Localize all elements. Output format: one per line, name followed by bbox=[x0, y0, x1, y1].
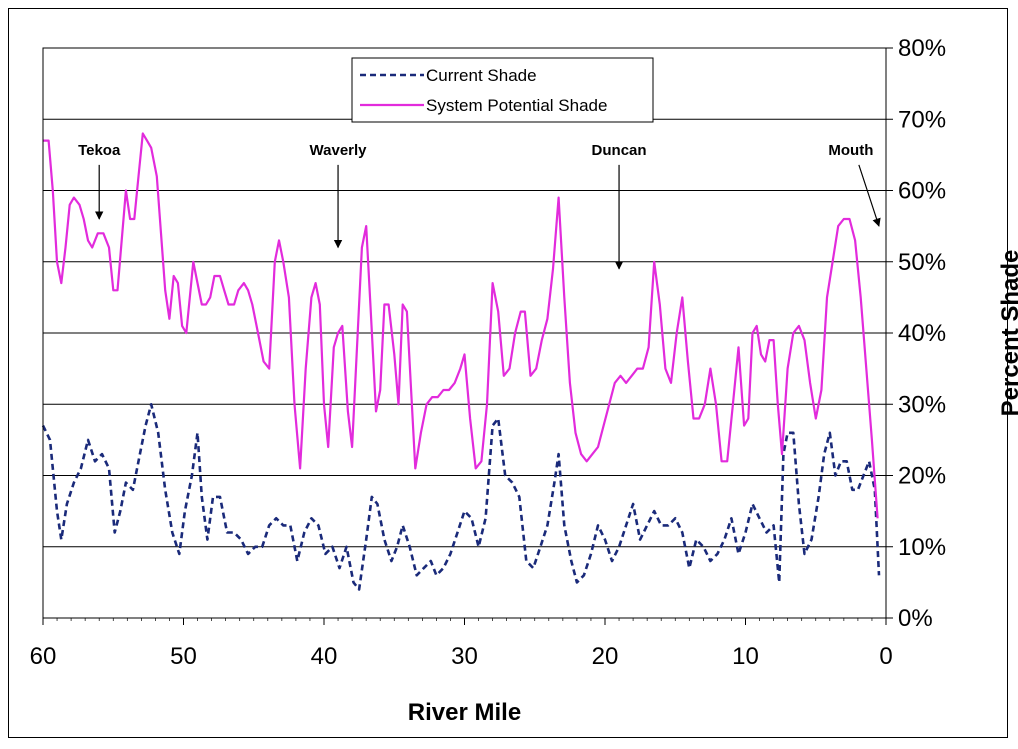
x-tick-label: 30 bbox=[451, 643, 478, 670]
x-tick-label: 20 bbox=[592, 643, 619, 670]
y-tick-label: 60% bbox=[898, 178, 946, 205]
y-tick-label: 10% bbox=[898, 534, 946, 561]
y-axis-title: Percent Shade bbox=[997, 250, 1018, 417]
x-tick-label: 40 bbox=[311, 643, 338, 670]
annotation-label: Mouth bbox=[828, 142, 873, 159]
annotation-label: Duncan bbox=[592, 142, 647, 159]
legend-label: Current Shade bbox=[426, 66, 537, 85]
annotations: Tekoa Waverly Duncan Mouth bbox=[78, 142, 881, 270]
gridlines bbox=[43, 118, 886, 548]
y-tick-label: 30% bbox=[898, 391, 946, 418]
y-tick-label: 80% bbox=[898, 35, 946, 62]
y-tick-label: 50% bbox=[898, 249, 946, 276]
legend-label: System Potential Shade bbox=[426, 96, 607, 115]
axes: 0% 10% 20% 30% 40% 50% 60% 70% 80% 60 50 40 30 20 10 0 bbox=[30, 35, 946, 670]
legend: Current Shade System Potential Shade bbox=[351, 57, 654, 123]
annotation-label: Waverly bbox=[310, 142, 368, 159]
chart-area bbox=[8, 8, 1008, 738]
series-layer bbox=[41, 132, 881, 591]
legend-box bbox=[351, 57, 654, 123]
annotation-label: Tekoa bbox=[78, 142, 121, 159]
series-line-system-potential-shade bbox=[43, 132, 879, 519]
x-tick-label: 60 bbox=[30, 643, 57, 670]
x-tick-label: 10 bbox=[732, 643, 759, 670]
x-tick-label: 50 bbox=[170, 643, 197, 670]
series-line-current-shade bbox=[41, 403, 881, 591]
y-tick-label: 20% bbox=[898, 463, 946, 490]
x-axis-title: River Mile bbox=[408, 699, 521, 726]
x-tick-label: 0 bbox=[879, 643, 892, 670]
y-tick-label: 40% bbox=[898, 320, 946, 347]
y-tick-label: 70% bbox=[898, 106, 946, 133]
annotation-arrow bbox=[858, 164, 881, 227]
y-tick-label: 0% bbox=[898, 605, 933, 632]
